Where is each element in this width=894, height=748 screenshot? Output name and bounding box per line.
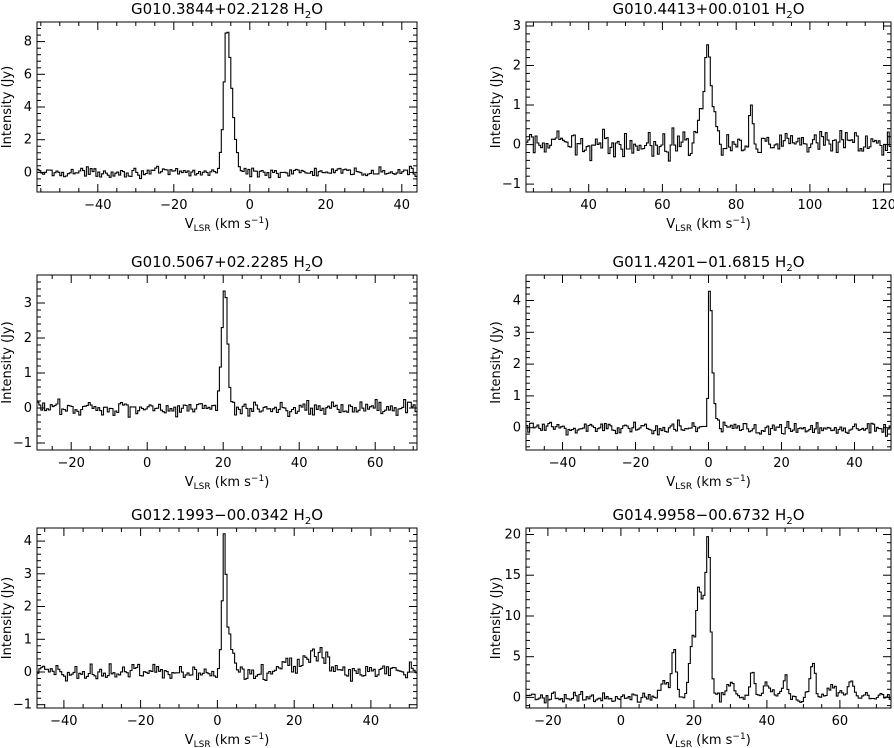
x-tick-label: −20 (534, 714, 561, 729)
y-axis-label: Intensity (Jy) (489, 66, 504, 148)
spectrum-panel-3: −20 0 20 40 60 −1 0 1 2 3 G010.5067+02.2285 H2O VLS… (0, 253, 418, 492)
x-axis-label: VLSR (km s−1) (666, 732, 751, 748)
spectrum-line (526, 44, 891, 162)
panel-title: G010.4413+00.0101 H2O (612, 0, 804, 21)
x-tick-label: 60 (832, 714, 849, 729)
plot-frame (36, 21, 418, 193)
panel-title: G010.5067+02.2285 H2O (131, 253, 323, 274)
y-tick-label: 1 (513, 389, 521, 404)
spectrum-panel-5: −40 −20 0 20 40 −1 0 1 2 3 4 G012.1993−00.0342 H2O V… (0, 506, 418, 748)
y-tick-label: 0 (24, 165, 32, 180)
y-tick-label: −1 (13, 698, 32, 713)
y-axis-label: Intensity (Jy) (0, 577, 15, 659)
panel-title: G011.4201−01.6815 H2O (612, 253, 804, 274)
x-tick-label: 0 (213, 714, 221, 729)
y-tick-label: 4 (24, 100, 32, 115)
panel-title: G010.3844+02.2128 H2O (131, 0, 323, 21)
x-tick-label: 40 (846, 456, 863, 471)
spectrum-line (37, 533, 417, 682)
x-tick-label: −40 (84, 198, 111, 213)
y-tick-label: 15 (504, 568, 521, 583)
x-tick-label: −20 (160, 198, 187, 213)
spectrum-panel-1: −40 −20 0 20 40 0 2 4 6 8 G010.3844+02.2128 H2O VLS… (0, 0, 418, 234)
spectrum-panel-2: 40 60 80 100 120 −1 0 1 2 3 G010.4413+00.0101 H2O V… (489, 0, 894, 234)
y-tick-label: 0 (513, 138, 521, 153)
y-tick-label: 1 (24, 366, 32, 381)
x-tick-label: 80 (728, 198, 745, 213)
y-tick-label: 8 (24, 35, 32, 50)
x-tick-label: 40 (394, 198, 411, 213)
x-tick-label: 0 (617, 714, 625, 729)
x-tick-label: 20 (215, 456, 232, 471)
x-tick-label: −20 (622, 456, 649, 471)
spectrum-line (526, 290, 891, 437)
x-tick-label: 60 (654, 198, 671, 213)
y-axis-label: Intensity (Jy) (0, 321, 15, 403)
y-tick-label: 6 (24, 67, 32, 82)
y-tick-label: 1 (513, 98, 521, 113)
y-tick-label: 3 (24, 296, 32, 311)
x-axis-label: VLSR (km s−1) (185, 732, 270, 748)
y-axis-label: Intensity (Jy) (0, 66, 15, 148)
x-tick-label: 40 (363, 714, 380, 729)
x-axis-label: VLSR (km s−1) (666, 474, 751, 492)
plot-frame (36, 274, 418, 451)
x-tick-label: 20 (286, 714, 303, 729)
x-tick-label: −20 (127, 714, 154, 729)
y-tick-label: 2 (513, 357, 521, 372)
y-tick-label: 2 (24, 600, 32, 615)
y-axis-label: Intensity (Jy) (489, 577, 504, 659)
x-tick-label: −40 (549, 456, 576, 471)
y-tick-label: 5 (513, 650, 521, 665)
y-tick-label: 1 (24, 632, 32, 647)
x-tick-label: 0 (246, 198, 254, 213)
x-tick-label: 60 (367, 456, 384, 471)
x-axis-label: VLSR (km s−1) (185, 216, 270, 234)
y-tick-label: 2 (24, 331, 32, 346)
plot-frame (525, 21, 892, 193)
x-axis-label: VLSR (km s−1) (666, 216, 751, 234)
x-tick-label: 0 (704, 456, 712, 471)
y-axis-label: Intensity (Jy) (489, 321, 504, 403)
y-tick-label: 0 (513, 421, 521, 436)
spectrum-line (37, 290, 417, 418)
panel-title: G014.9958−00.6732 H2O (612, 506, 804, 527)
x-tick-label: −40 (50, 714, 77, 729)
x-tick-label: 40 (291, 456, 308, 471)
y-tick-label: 4 (24, 534, 32, 549)
spectrum-panel-4: −40 −20 0 20 40 0 1 2 3 4 G011.4201−01.6815 H2O VLS… (489, 253, 892, 492)
panel-title: G012.1993−00.0342 H2O (131, 506, 323, 527)
x-tick-label: −20 (57, 456, 84, 471)
y-tick-label: 3 (513, 325, 521, 340)
spectrum-panel-6: −20 0 20 40 60 0 5 10 15 20 G014.9958−00.6732 H2O V… (489, 506, 892, 748)
x-tick-label: 20 (773, 456, 790, 471)
y-tick-label: 0 (24, 401, 32, 416)
x-tick-label: 20 (686, 714, 703, 729)
x-tick-label: 40 (759, 714, 776, 729)
y-tick-label: 20 (504, 528, 521, 543)
spectrum-line (37, 31, 417, 180)
y-tick-label: 10 (504, 609, 521, 624)
x-axis-label: VLSR (km s−1) (185, 474, 270, 492)
y-tick-label: 0 (513, 690, 521, 705)
y-tick-label: 2 (24, 133, 32, 148)
x-tick-label: 120 (871, 198, 894, 213)
spectrum-line (526, 536, 891, 704)
x-tick-label: 0 (143, 456, 151, 471)
y-tick-label: 0 (24, 665, 32, 680)
x-tick-label: 100 (797, 198, 822, 213)
x-tick-label: 40 (580, 198, 597, 213)
plot-frame (525, 527, 892, 709)
y-tick-label: 3 (513, 19, 521, 34)
y-tick-label: 3 (24, 567, 32, 582)
x-tick-label: 20 (318, 198, 335, 213)
plot-frame (36, 527, 418, 709)
y-tick-label: −1 (502, 177, 521, 192)
y-tick-label: −1 (13, 436, 32, 451)
y-tick-label: 4 (513, 293, 521, 308)
y-tick-label: 2 (513, 58, 521, 73)
